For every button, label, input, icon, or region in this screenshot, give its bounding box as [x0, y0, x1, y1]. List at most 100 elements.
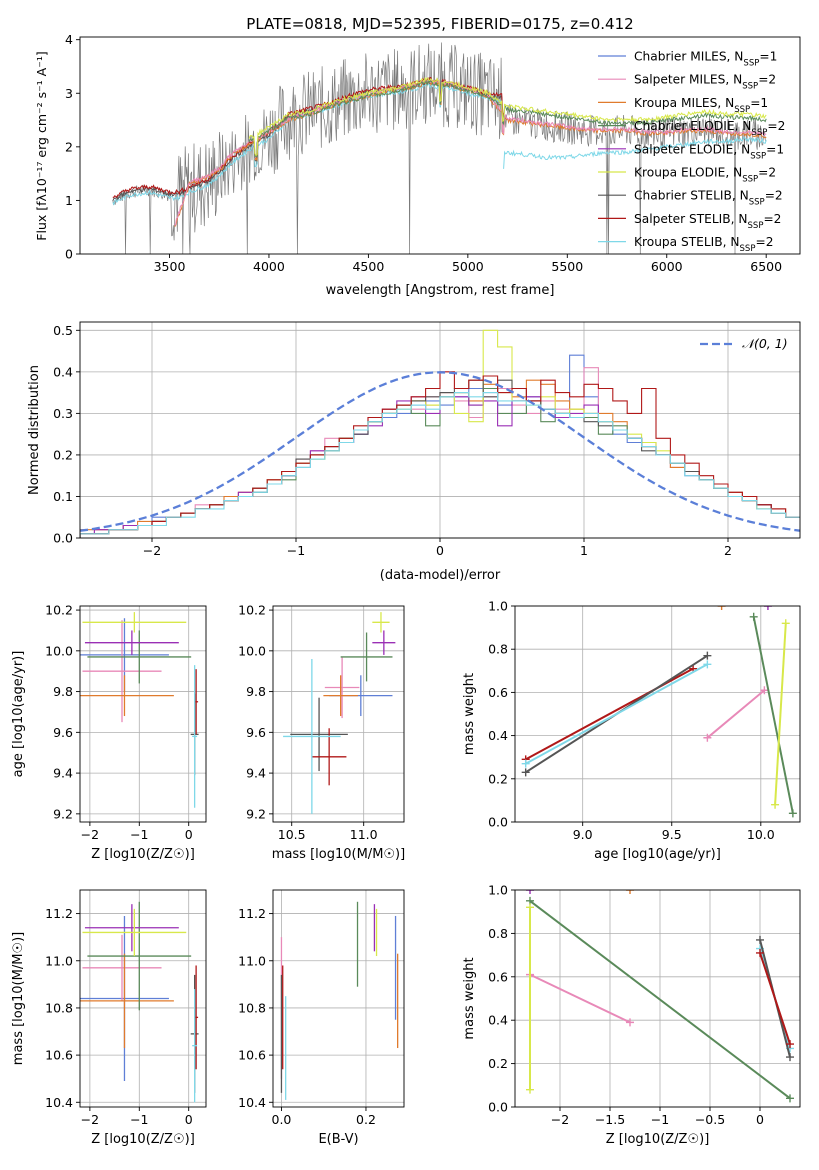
y-tick-label: 0 — [65, 247, 73, 262]
x-tick-label: 0 — [436, 543, 444, 558]
x-tick-label: −0.5 — [695, 1112, 725, 1127]
weight-line — [525, 667, 694, 761]
age-vs-mass-frame — [272, 605, 405, 823]
legend-label: 𝒩(0, 1) — [742, 336, 788, 351]
y-tick-label: 9.8 — [246, 684, 266, 699]
weight-marker — [763, 606, 772, 610]
y-axis-label: mass weight — [462, 673, 477, 755]
y-tick-label: 0.0 — [488, 815, 508, 830]
age-vs-Z-frame — [79, 605, 207, 823]
x-tick-label: 0.0 — [272, 1112, 292, 1127]
weight-marker — [760, 686, 769, 695]
histogram-kroupa-stelib — [80, 392, 800, 538]
chabrier-elodie-model-line — [248, 79, 767, 159]
y-tick-label: 0.4 — [53, 364, 73, 379]
legend-label: Salpeter STELIB, NSSP=2 — [634, 212, 781, 231]
plots-group: 3500 4000 4500 5000 5500 6000 6500 0 1 2 3 4 wavelen… — [11, 32, 801, 1147]
x-tick-label: 2 — [724, 543, 732, 558]
residuals-data — [80, 329, 800, 538]
mass-vs-EBV-frame — [272, 889, 405, 1108]
x-tick-label: −1 — [287, 543, 305, 558]
weight-marker — [771, 800, 780, 809]
x-tick-label: 0 — [185, 827, 193, 842]
legend-label: Chabrier MILES, NSSP=1 — [634, 50, 777, 69]
weight-marker — [786, 1040, 794, 1049]
x-tick-label: 6000 — [651, 259, 683, 274]
weight-line — [706, 689, 766, 739]
weight-marker — [703, 660, 712, 669]
weight-marker — [703, 733, 712, 742]
y-tick-label: 0.2 — [53, 447, 73, 462]
weight-marker — [521, 759, 530, 768]
salpeter-miles-model-line — [174, 78, 767, 226]
y-tick-label: 10.8 — [45, 1000, 73, 1015]
x-axis-label: Z [log10(Z/Z☉)] — [91, 1132, 195, 1147]
x-tick-label: −1 — [651, 1112, 669, 1127]
y-tick-label: 0.5 — [53, 323, 73, 338]
y-tick-label: 9.6 — [53, 725, 73, 740]
y-tick-label: 9.4 — [246, 766, 266, 781]
y-tick-label: 0.1 — [53, 489, 73, 504]
x-tick-label: 0.2 — [356, 1112, 376, 1127]
x-tick-label: −1 — [130, 827, 148, 842]
y-tick-label: 4 — [65, 32, 73, 47]
weight-marker — [756, 948, 764, 957]
y-tick-label: 10.0 — [45, 643, 73, 658]
mass-vs-EBV-data — [280, 901, 399, 1100]
y-tick-label: 0.4 — [488, 728, 508, 743]
y-tick-label: 3 — [65, 86, 73, 101]
y-tick-label: 0.8 — [488, 642, 508, 657]
weight-marker — [786, 1053, 794, 1062]
weight-marker — [749, 612, 758, 621]
y-tick-label: 10.8 — [238, 1000, 266, 1015]
mass-vs-Z-frame — [79, 889, 207, 1108]
y-tick-label: 2 — [65, 139, 73, 154]
weight-marker — [526, 1085, 534, 1094]
y-tick-label: 0.0 — [53, 531, 73, 546]
weight-marker — [788, 809, 797, 818]
legend-label: Kroupa MILES, NSSP=1 — [634, 96, 768, 115]
weight-vs-Z-frame — [514, 889, 801, 1108]
x-tick-label: 4000 — [253, 259, 285, 274]
x-tick-label: 9.5 — [662, 827, 682, 842]
y-tick-label: 10.2 — [45, 603, 73, 618]
weight-vs-Z-data — [526, 890, 794, 1103]
x-tick-label: 4500 — [352, 259, 384, 274]
x-tick-label: −1 — [130, 1112, 148, 1127]
y-axis-label: mass weight — [462, 957, 477, 1039]
weight-vs-Z-axes: −2 −1.5 −1 −0.5 0 0.0 0.2 0.4 0.6 0.8 1.0 Z [log10(… — [462, 883, 801, 1147]
weight-line — [774, 623, 787, 805]
x-tick-label: −2 — [81, 827, 99, 842]
x-tick-label: 5500 — [551, 259, 583, 274]
legend-label: Kroupa STELIB, NSSP=2 — [634, 235, 773, 254]
x-tick-label: 5000 — [452, 259, 484, 274]
weight-vs-age-data — [521, 606, 797, 818]
y-tick-label: 0.2 — [488, 1056, 508, 1071]
weight-line — [759, 952, 791, 1045]
y-tick-label: 9.8 — [53, 684, 73, 699]
x-tick-label: 10.5 — [278, 827, 306, 842]
mass-vs-Z-axes: −2 −1 0 10.4 10.6 10.8 11.0 11.2 Z [log10(Z/Z☉)]… — [11, 889, 207, 1147]
x-tick-label: 0 — [756, 1112, 764, 1127]
y-axis-label: Flux [fλ10⁻¹⁷ erg cm⁻² s⁻¹ A⁻¹] — [34, 51, 49, 240]
y-tick-label: 10.2 — [238, 603, 266, 618]
legend-label: Salpeter ELODIE, NSSP=1 — [634, 142, 784, 161]
weight-line — [752, 616, 794, 814]
legend-label: Chabrier STELIB, NSSP=2 — [634, 189, 783, 208]
mass-vs-EBV-axes: 0.0 0.2 10.4 10.6 10.8 11.0 11.2 E(B-V) — [238, 889, 405, 1147]
x-axis-label: mass [log10(M/M☉)] — [272, 847, 405, 862]
y-tick-label: 0.4 — [488, 1013, 508, 1028]
legend-label: Salpeter MILES, NSSP=2 — [634, 73, 776, 92]
spectrum-frame — [79, 36, 801, 255]
x-tick-label: 6500 — [750, 259, 782, 274]
observed-spectrum-line — [112, 42, 767, 254]
y-tick-label: 0.6 — [488, 685, 508, 700]
weight-marker — [717, 606, 726, 610]
weight-vs-age-axes: 9.0 9.5 10.0 0.0 0.2 0.4 0.6 0.8 1.0 age [log10(a… — [462, 599, 801, 862]
y-tick-label: 0.0 — [488, 1100, 508, 1115]
age-vs-mass-axes: 10.5 11.0 9.2 9.4 9.6 9.8 10.0 10.2 mass [log10(… — [238, 603, 405, 862]
weight-marker — [526, 890, 534, 894]
weight-marker — [703, 651, 712, 660]
age-vs-Z-data — [80, 612, 199, 808]
